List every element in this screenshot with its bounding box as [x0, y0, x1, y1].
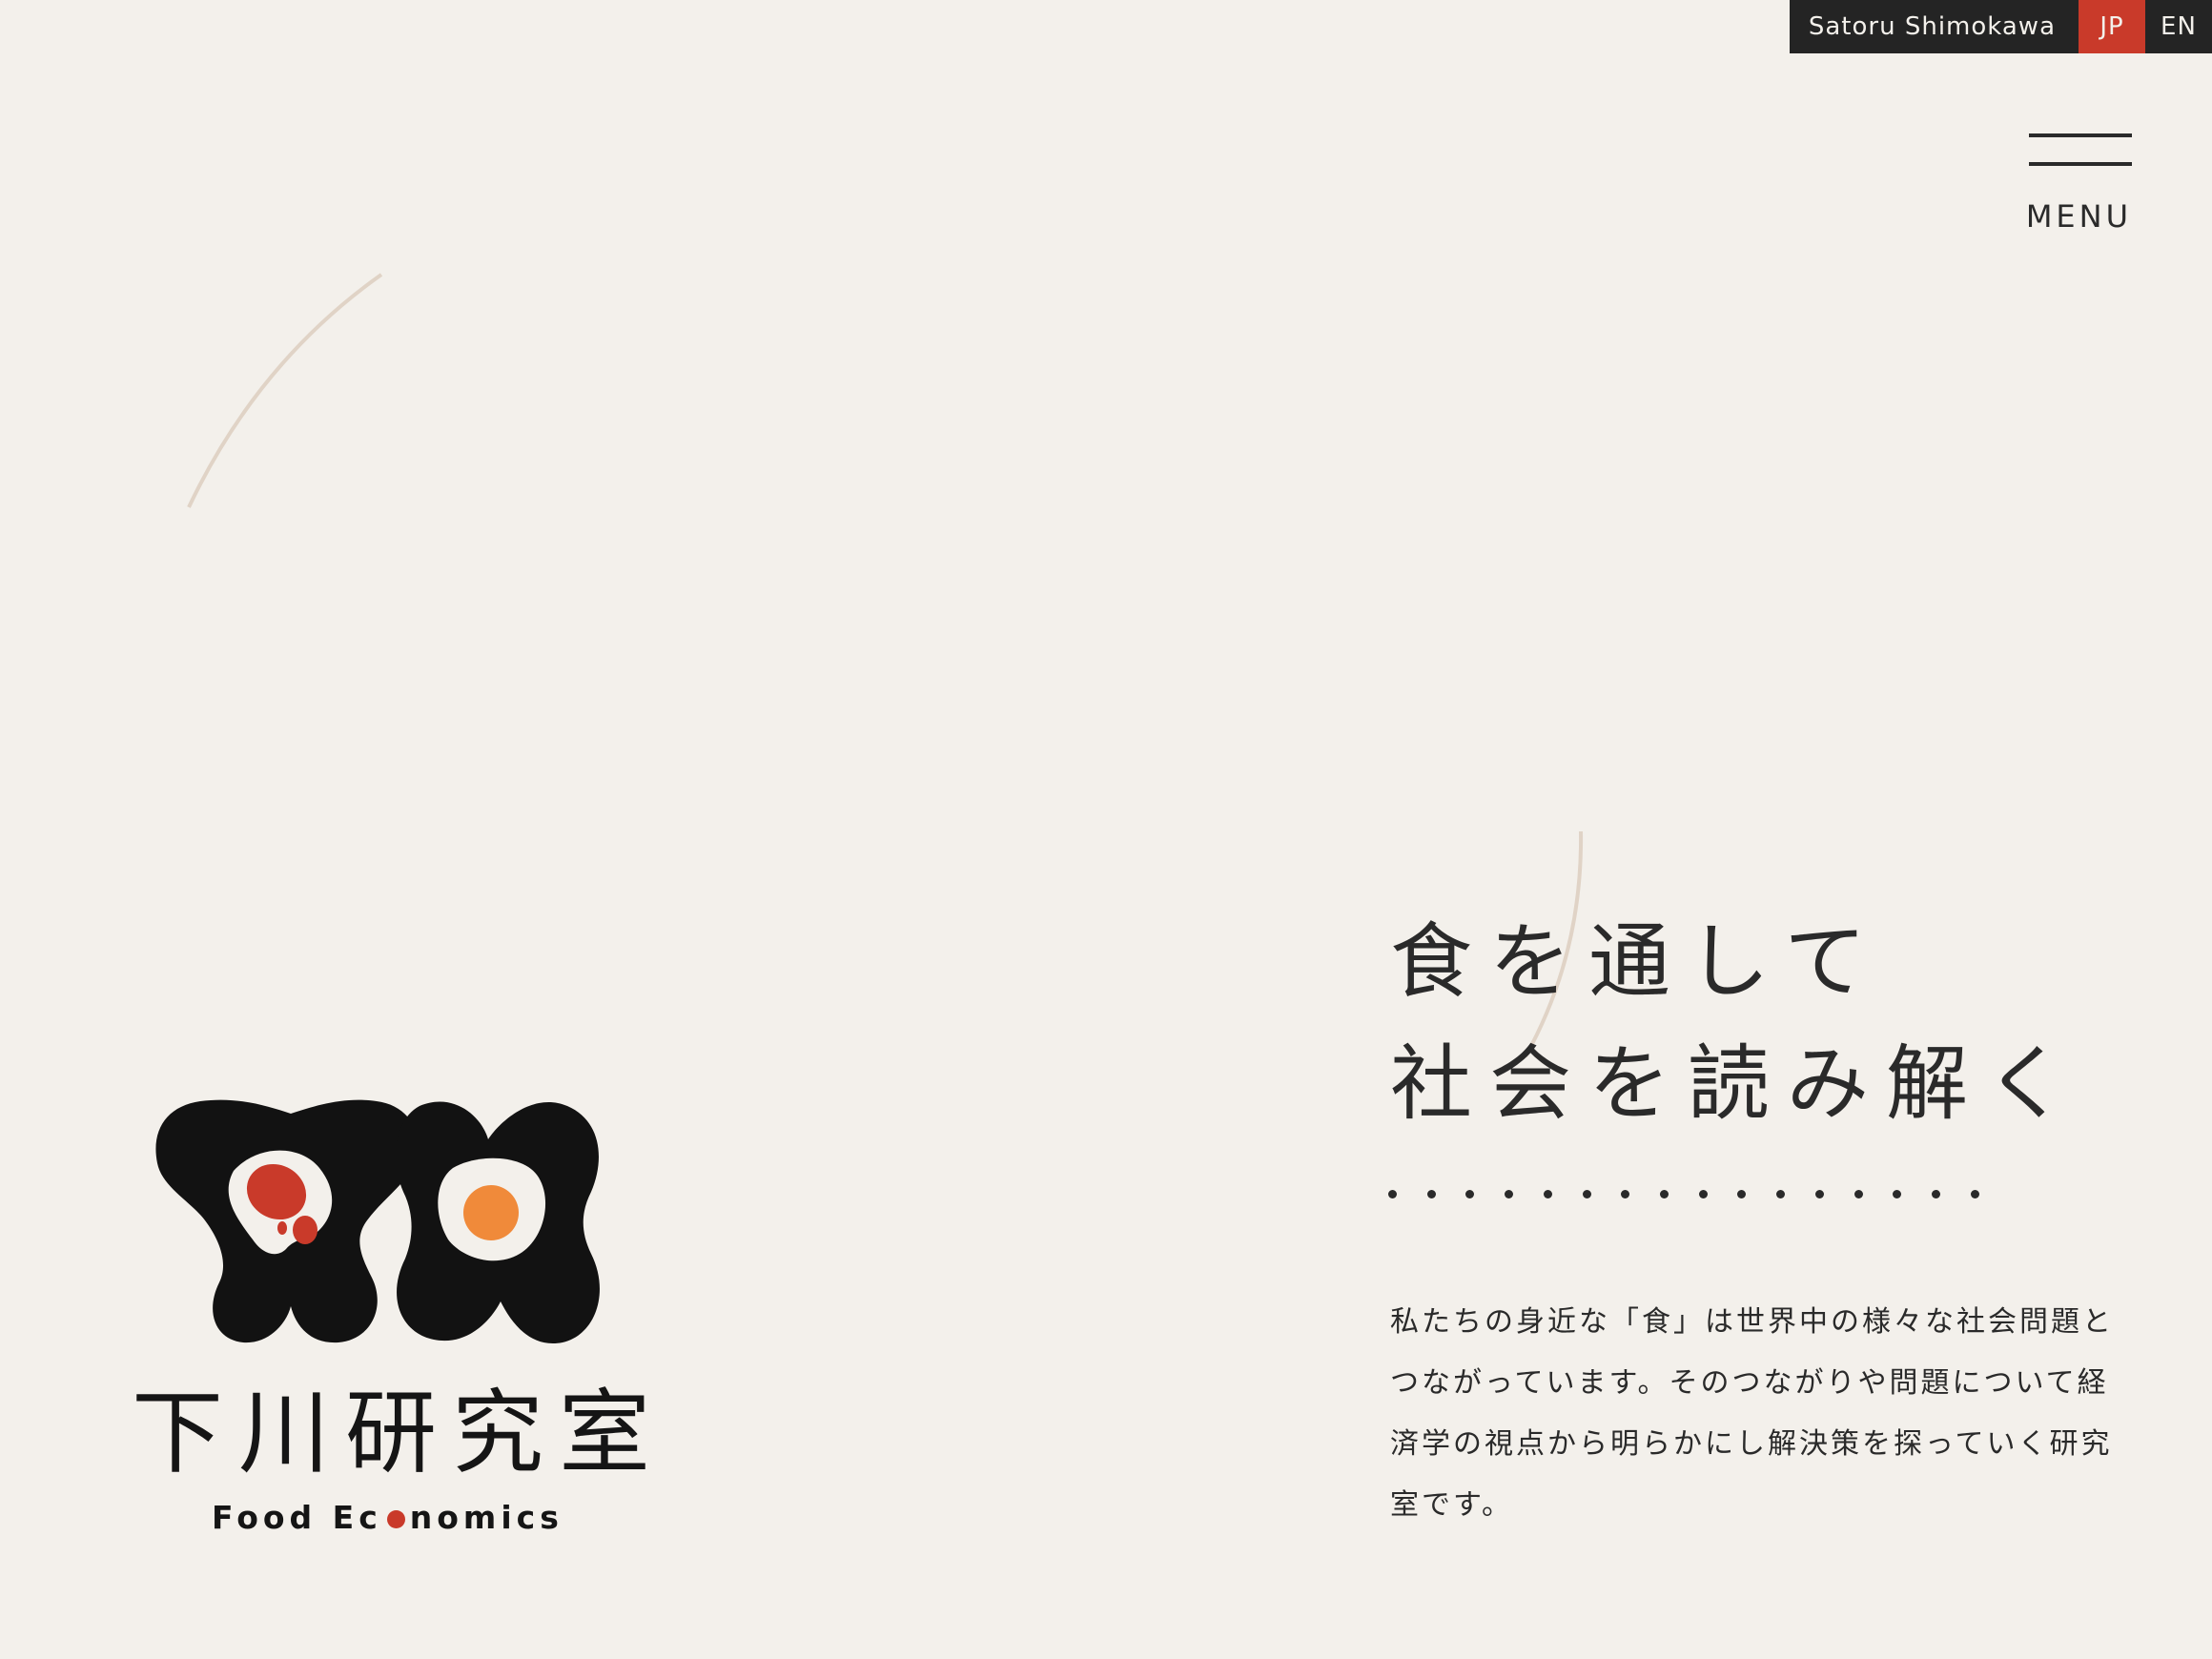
subtitle-red-dot — [386, 1510, 405, 1528]
menu-bar-bottom — [2029, 162, 2132, 166]
logo-meat-tiny — [277, 1221, 287, 1235]
menu-bar-top — [2029, 133, 2132, 137]
site-owner-name[interactable]: Satoru Shimokawa — [1789, 0, 2079, 53]
language-bar: Satoru Shimokawa JP EN — [1789, 0, 2212, 53]
hero-headline-line2: 社会を読み解く — [1390, 1036, 2084, 1132]
hero-description: 私たちの身近な「食」は世界中の様々な社会問題とつながっています。そのつながりや問… — [1390, 1305, 2114, 1522]
lab-subtitle-part2: nomics — [409, 1499, 563, 1536]
logo-meat-small — [293, 1216, 317, 1244]
lab-name: 下川研究室 — [132, 1380, 666, 1486]
menu-label: MENU — [2025, 198, 2132, 235]
dotted-divider — [1388, 1190, 1979, 1199]
menu-button[interactable]: MENU — [2025, 133, 2132, 235]
decorative-arc-top — [187, 273, 383, 508]
logo-egg-yolk — [463, 1185, 519, 1240]
lab-subtitle-part1: Food Ec — [212, 1499, 382, 1536]
hero-headline-line1: 食を通して — [1390, 914, 1884, 1010]
hero-headline: 食を通して 社会を読み解く — [1390, 901, 2084, 1145]
lang-jp-button[interactable]: JP — [2079, 0, 2145, 53]
lab-logo-mark[interactable] — [124, 1087, 620, 1545]
lab-subtitle: Food Ec nomics — [212, 1499, 563, 1536]
lang-en-button[interactable]: EN — [2145, 0, 2212, 53]
logo-meat-red — [246, 1163, 307, 1220]
